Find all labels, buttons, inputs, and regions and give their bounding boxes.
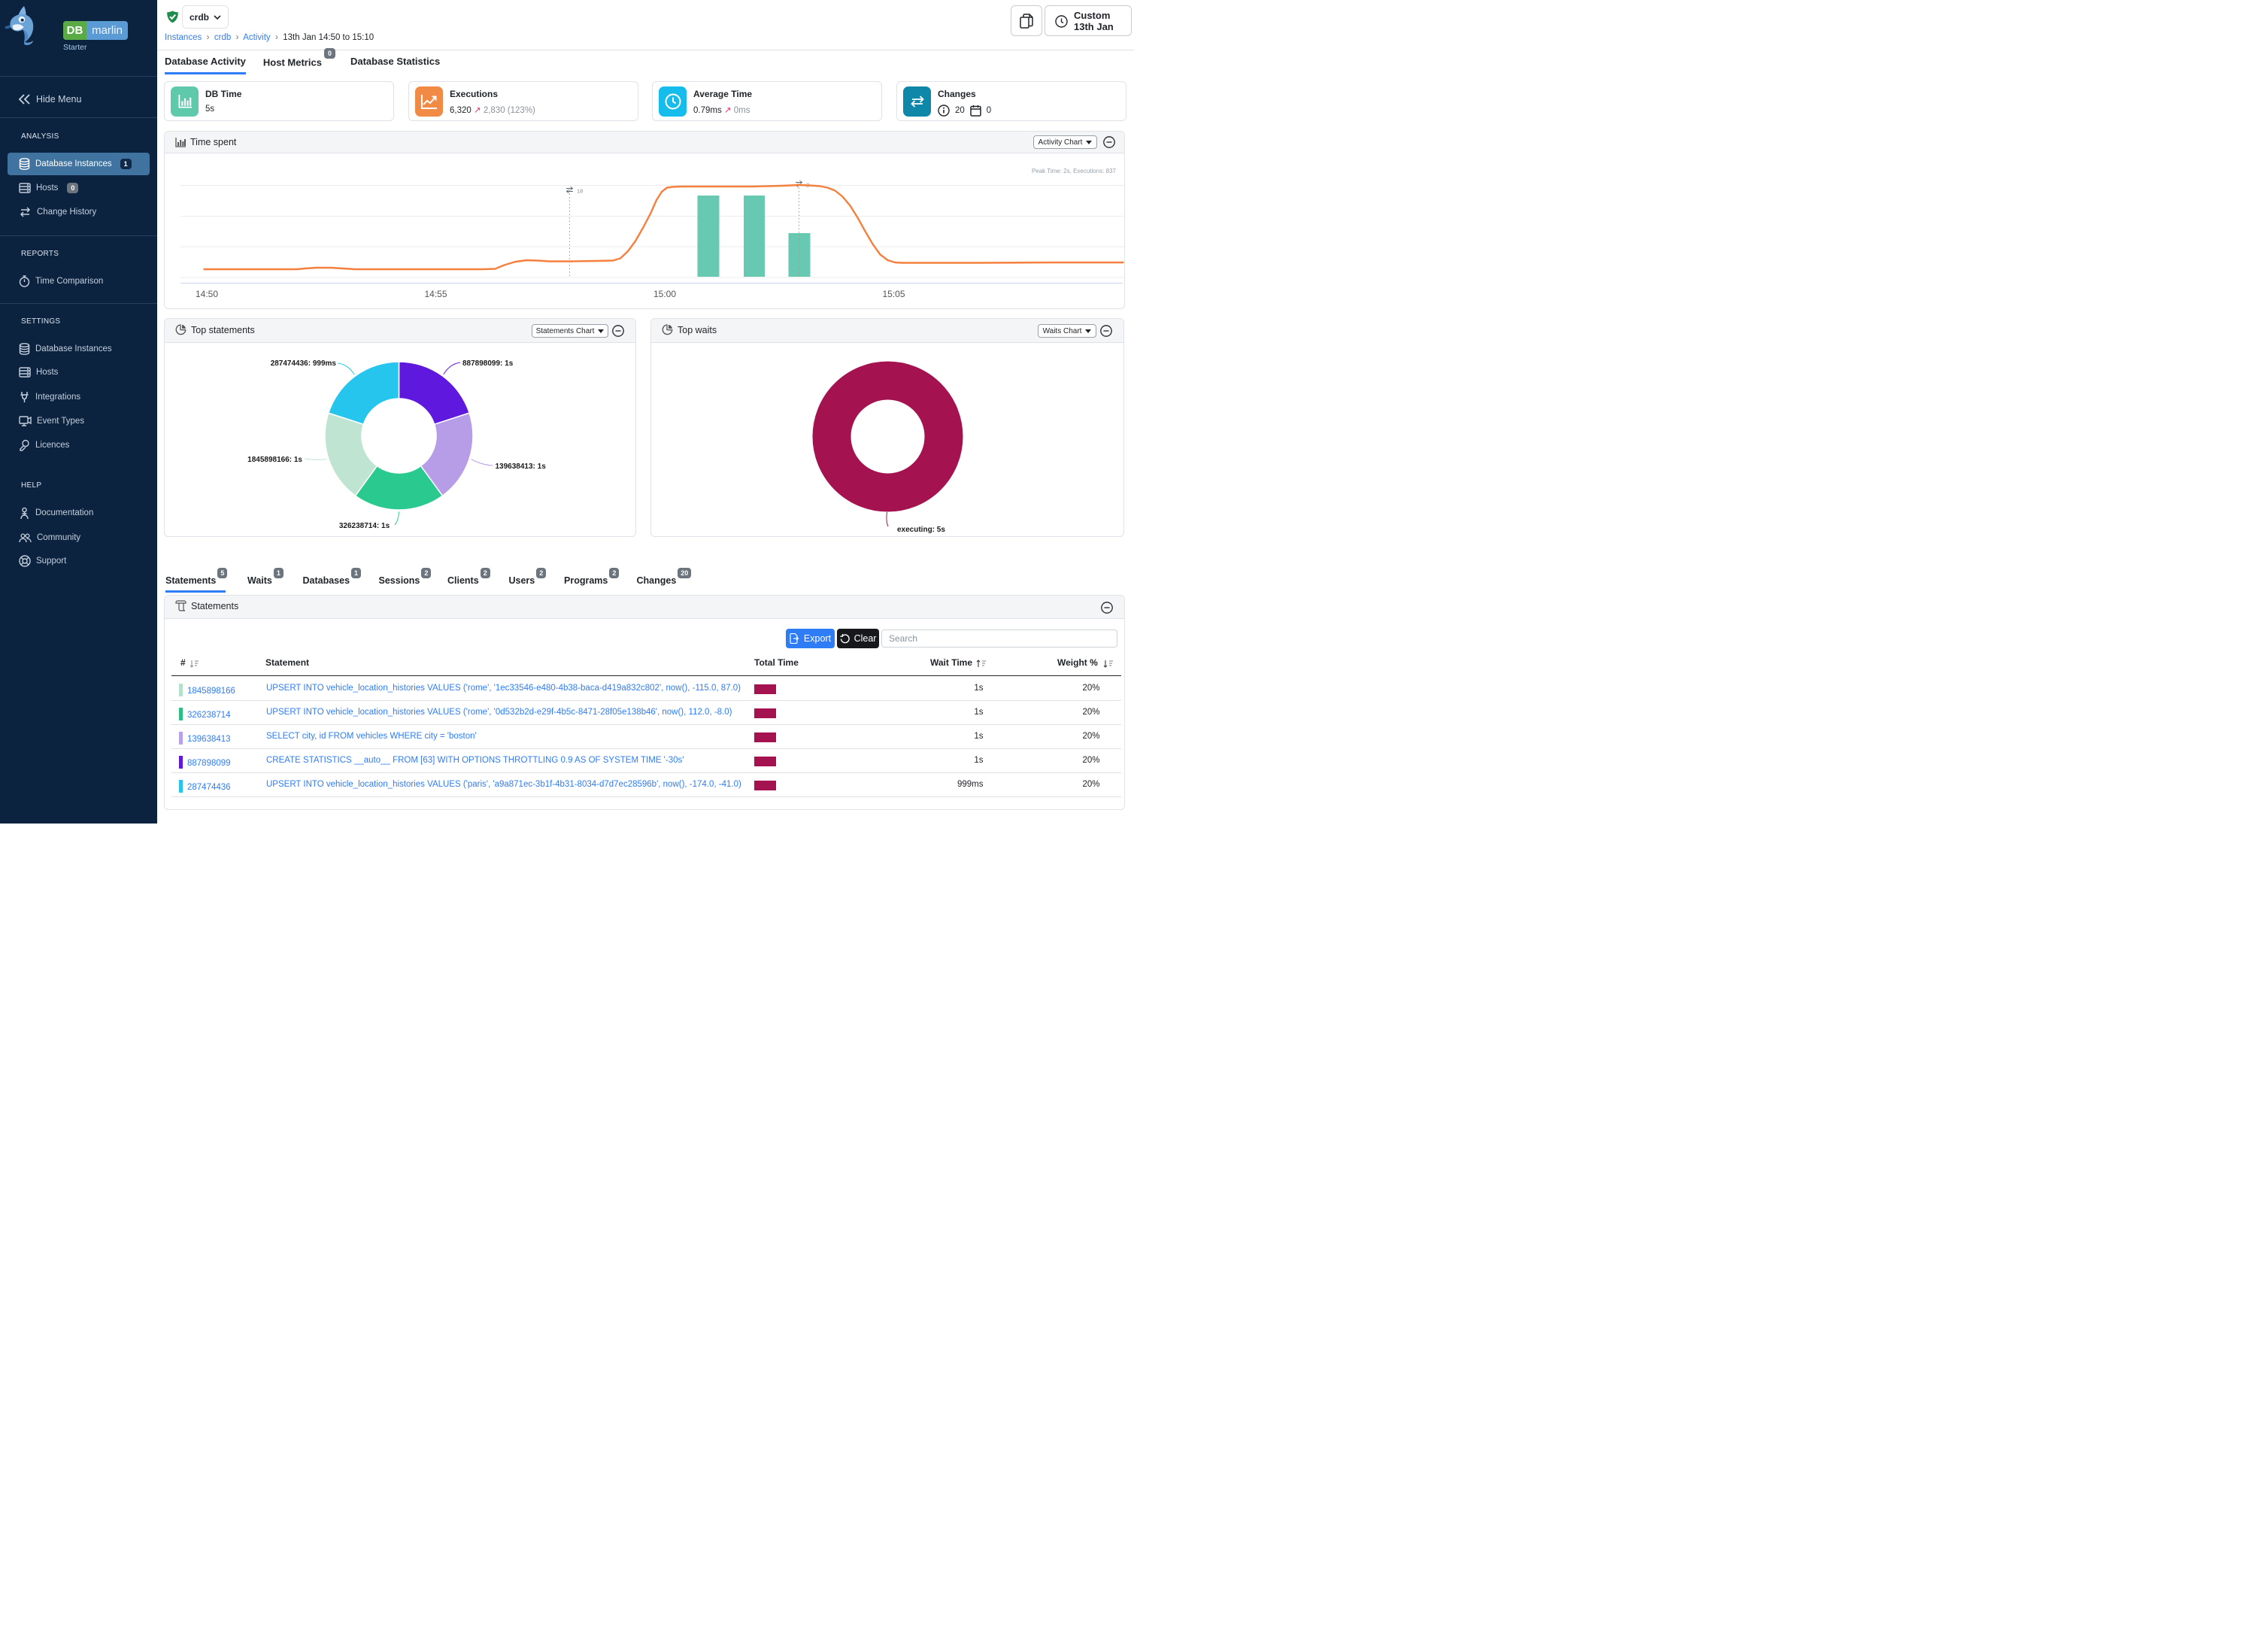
svg-text:287474436: 999ms: 287474436: 999ms	[271, 359, 337, 368]
svg-text:15:05: 15:05	[882, 289, 905, 299]
svg-text:15:00: 15:00	[653, 289, 676, 299]
svg-text:Peak Time: 2s, Executions: 837: Peak Time: 2s, Executions: 837	[1032, 168, 1117, 174]
svg-text:executing: 5s: executing: 5s	[897, 526, 945, 534]
svg-text:14:50: 14:50	[196, 289, 218, 299]
svg-text:139638413: 1s: 139638413: 1s	[496, 463, 547, 471]
svg-text:1845898166: 1s: 1845898166: 1s	[247, 456, 302, 464]
svg-text:14:55: 14:55	[424, 289, 447, 299]
svg-text:887898099: 1s: 887898099: 1s	[462, 359, 514, 368]
svg-text:18: 18	[577, 188, 583, 195]
svg-text:326238714: 1s: 326238714: 1s	[339, 522, 390, 530]
